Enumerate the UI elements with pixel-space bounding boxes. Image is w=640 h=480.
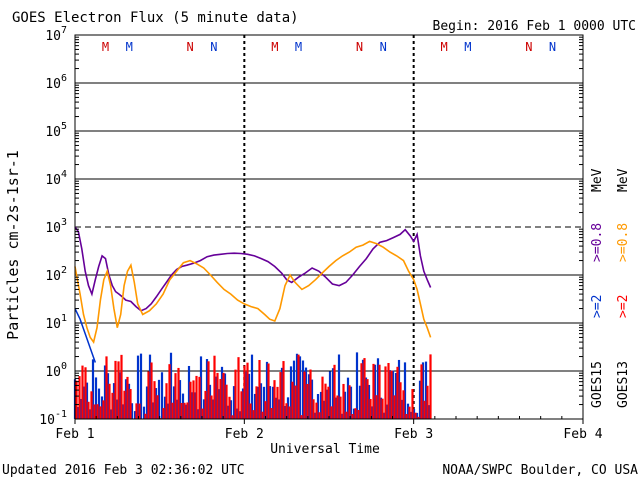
legend-part: MeV [616, 168, 631, 192]
magnetopause-marker-0: M [102, 40, 109, 54]
y-tick-exponent: 6 [61, 73, 67, 84]
x-tick-label-0: Feb 1 [55, 427, 94, 442]
legend-goes13-08mev: >=0.8 [616, 223, 631, 262]
y-tick-exponent: 5 [61, 121, 67, 132]
legend-goes15-08mev: >=0.8 [590, 223, 605, 262]
y-tick-exponent: 4 [61, 169, 67, 180]
magnetopause-marker-6: N [356, 40, 363, 54]
y-tick-label-1e5: 105 [45, 121, 67, 140]
y-tick-base: 10 [45, 269, 61, 284]
magnetopause-marker-1: M [126, 40, 133, 54]
legend-part: >=2 [616, 295, 631, 318]
x-axis-label: Universal Time [270, 442, 380, 457]
chart-title: GOES Electron Flux (5 minute data) [12, 10, 299, 26]
legend-goes13-2mev: >=2 [616, 295, 631, 318]
legend-goes15-label: GOES15 [590, 361, 605, 408]
source-label: NOAA/SWPC Boulder, CO USA [442, 463, 638, 478]
legend-part: GOES13 [616, 361, 631, 408]
bars-goes13-2mev [75, 354, 432, 419]
legend: GOES15 >=2 >=0.8 MeV GOES13 >=2 >=0.8 MeV [590, 168, 631, 408]
x-tick-label-2: Feb 3 [394, 427, 433, 442]
legend-unit-2: MeV [616, 168, 631, 192]
magnetopause-marker-3: N [210, 40, 217, 54]
y-tick-base: 10 [45, 77, 61, 92]
y-tick-label-1e7: 107 [45, 25, 67, 44]
legend-part: >=0.8 [616, 223, 631, 262]
magnetopause-marker-4: M [271, 40, 278, 54]
y-tick-base: 10 [45, 365, 61, 380]
y-tick-label-1e4: 104 [45, 169, 67, 188]
magnetopause-marker-7: N [380, 40, 387, 54]
y-tick-exponent: 7 [61, 25, 67, 36]
magnetopause-marker-2: N [187, 40, 194, 54]
y-tick-base: 10 [45, 125, 61, 140]
legend-part: GOES15 [590, 361, 605, 408]
y-tick-label-1e3: 103 [45, 217, 67, 236]
begin-label: Begin: 2016 Feb 1 0000 UTC [433, 19, 637, 34]
y-tick-label-1e1: 101 [45, 313, 67, 332]
y-tick-base: 10 [45, 221, 61, 236]
y-tick-base: 10 [39, 413, 55, 428]
y-tick-base: 10 [45, 317, 61, 332]
x-tick-label-3: Feb 4 [563, 427, 602, 442]
legend-goes13-label: GOES13 [616, 361, 631, 408]
y-axis-label: Particles cm-2s-1sr-1 [4, 150, 22, 340]
y-tick-exponent: 3 [61, 217, 67, 228]
y-tick-base: 10 [45, 173, 61, 188]
magnetopause-marker-5: M [295, 40, 302, 54]
magnetopause-marker-9: M [464, 40, 471, 54]
goes15-2mev-early-line [74, 308, 97, 363]
y-tick-label-1e-1: 10-1 [39, 409, 67, 428]
series-goes15-08mev-line [74, 226, 432, 312]
series-goes13-08mev-line [74, 240, 432, 344]
y-tick-label-1e2: 102 [45, 265, 67, 284]
magnetopause-marker-8: M [441, 40, 448, 54]
y-tick-exponent: 1 [61, 313, 67, 324]
updated-label: Updated 2016 Feb 3 02:36:02 UTC [2, 463, 245, 478]
bars-goes15-2mev [73, 352, 431, 419]
legend-part: >=2 [590, 295, 605, 318]
x-tick-label-1: Feb 2 [225, 427, 264, 442]
magnetopause-marker-11: N [549, 40, 556, 54]
y-tick-exponent: 0 [61, 361, 67, 372]
legend-part: >=0.8 [590, 223, 605, 262]
y-tick-label-1e0: 100 [45, 361, 67, 380]
y-tick-exponent: -1 [55, 409, 67, 420]
legend-part: MeV [590, 168, 605, 192]
legend-goes15-2mev: >=2 [590, 295, 605, 318]
y-tick-exponent: 2 [61, 265, 67, 276]
legend-unit-1: MeV [590, 168, 605, 192]
y-tick-base: 10 [45, 29, 61, 44]
magnetopause-marker-10: N [525, 40, 532, 54]
y-tick-label-1e6: 106 [45, 73, 67, 92]
